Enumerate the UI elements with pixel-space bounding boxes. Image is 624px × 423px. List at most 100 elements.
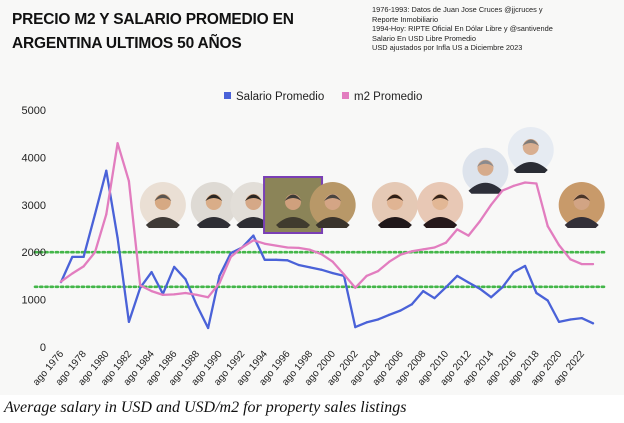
portrait-suit — [315, 217, 350, 228]
chart-card: PRECIO M2 Y SALARIO PROMEDIO EN ARGENTIN… — [12, 5, 620, 388]
y-tick-label: 5000 — [22, 105, 46, 117]
data-point — [569, 258, 572, 261]
data-point — [207, 326, 210, 330]
figure-caption: Average salary in USD and USD/m2 for pro… — [4, 399, 407, 416]
president-portrait — [139, 182, 186, 228]
data-point — [523, 181, 527, 184]
title-line-2: ARGENTINA ULTIMOS 50 AÑOS — [12, 35, 242, 52]
data-point — [139, 286, 142, 289]
source-note: 1976-1993: Datos de Juan Jose Cruces @jj… — [372, 5, 543, 14]
data-point — [467, 281, 470, 284]
data-point — [195, 293, 198, 296]
portrait-suit — [145, 217, 180, 228]
data-point — [478, 220, 481, 223]
source-note: Reporte Inmobiliario — [372, 14, 439, 24]
data-point — [410, 303, 413, 306]
data-point — [139, 284, 142, 287]
data-point — [365, 274, 368, 277]
data-point — [82, 255, 85, 259]
data-point — [297, 246, 300, 250]
data-point — [456, 228, 459, 231]
data-point — [512, 271, 515, 274]
source-note: Salario En USD Libre Promedio — [372, 33, 476, 43]
data-point — [512, 184, 515, 187]
data-point — [376, 270, 380, 273]
portrait-suit — [564, 217, 599, 228]
data-point — [184, 291, 187, 295]
president-portrait — [507, 127, 554, 173]
data-point — [195, 304, 198, 307]
president-portrait — [462, 147, 509, 194]
portrait-hair — [154, 194, 172, 201]
data-point — [591, 262, 595, 266]
data-point — [218, 281, 221, 285]
data-point — [93, 251, 97, 254]
series-line — [59, 142, 595, 299]
data-point — [422, 289, 425, 293]
y-tick-label: 0 — [40, 342, 46, 354]
portrait-hair — [386, 194, 404, 201]
portrait-suit — [513, 162, 548, 173]
data-point — [252, 239, 255, 242]
portrait-suit — [423, 217, 458, 228]
portrait-hair — [431, 194, 449, 201]
portrait-hair — [573, 194, 591, 201]
y-tick-label: 2000 — [22, 247, 46, 259]
legend-marker — [342, 92, 349, 99]
data-point — [523, 264, 527, 268]
data-point — [433, 246, 436, 249]
data-point — [331, 260, 334, 263]
data-point — [444, 241, 447, 244]
title-line-1: PRECIO M2 Y SALARIO PROMEDIO EN — [12, 11, 294, 28]
data-point — [410, 250, 413, 253]
y-tick-label: 3000 — [22, 200, 46, 212]
data-point — [365, 321, 368, 324]
portrait-suit — [276, 217, 311, 228]
data-point — [252, 234, 255, 237]
portrait-hair — [284, 194, 302, 201]
data-point — [535, 291, 538, 295]
data-point — [173, 293, 176, 296]
president-portrait — [309, 182, 356, 228]
data-point — [286, 259, 289, 262]
chart-title: PRECIO M2 Y SALARIO PROMEDIO EN ARGENTIN… — [12, 8, 342, 56]
data-point — [308, 248, 312, 251]
data-point — [93, 213, 97, 216]
data-point — [342, 273, 346, 276]
portrait-hair — [476, 160, 494, 167]
data-point — [546, 299, 549, 302]
portrait-suit — [468, 182, 503, 194]
data-point — [501, 189, 504, 192]
legend-label: Salario Promedio — [236, 91, 324, 103]
data-point — [229, 252, 232, 255]
data-point — [274, 258, 278, 261]
y-tick-label: 1000 — [22, 295, 46, 307]
president-portrait — [371, 182, 418, 228]
data-point — [569, 318, 572, 321]
data-point — [422, 248, 425, 251]
data-point — [274, 244, 278, 247]
data-point — [229, 255, 232, 259]
data-point — [535, 182, 538, 185]
source-note: USD ajustados por Infla US a Diciembre 2… — [372, 43, 523, 53]
data-point — [580, 316, 583, 320]
data-point — [105, 169, 108, 172]
data-point — [263, 258, 266, 261]
data-point — [241, 246, 244, 249]
data-point — [308, 266, 312, 269]
source-notes: 1976-1993: Datos de Juan Jose Cruces @jj… — [372, 5, 620, 53]
series-line — [59, 169, 595, 330]
data-point — [173, 265, 176, 268]
data-point — [354, 286, 357, 289]
legend-marker — [224, 92, 231, 99]
data-point — [388, 313, 391, 316]
data-point — [320, 268, 323, 271]
data-point — [218, 274, 221, 277]
president-portrait — [263, 176, 324, 234]
data-point — [456, 274, 459, 277]
data-point — [546, 225, 549, 228]
data-point — [376, 318, 380, 321]
data-point — [490, 203, 493, 206]
data-point — [105, 213, 108, 216]
